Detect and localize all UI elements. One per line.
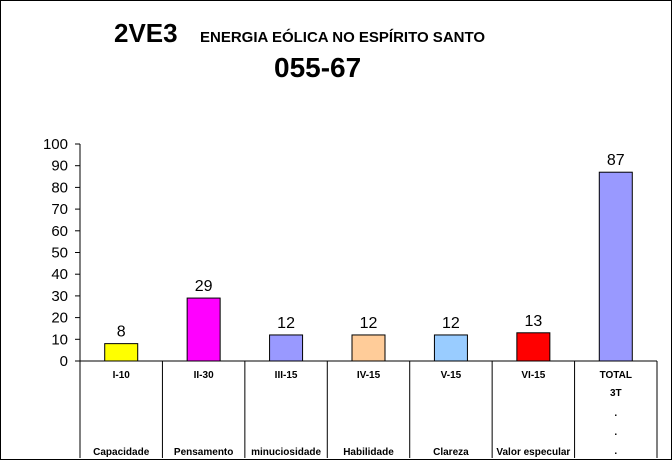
category-label: IV-15 — [357, 370, 381, 381]
y-tick-label: 10 — [51, 331, 68, 348]
bar — [351, 334, 386, 362]
y-tick-label: 30 — [51, 288, 68, 305]
bar-value-label: 87 — [607, 152, 625, 169]
category-sublabel: Clareza — [433, 447, 469, 458]
category-label: I-10 — [113, 370, 131, 381]
y-axis-ticks: 0 10 20 30 40 50 60 70 80 90 100 — [43, 136, 80, 370]
total-dot-mark: . — [614, 427, 617, 438]
y-tick-label: 80 — [51, 179, 68, 196]
total-dot-mark: . — [614, 446, 617, 457]
y-tick-label: 60 — [51, 223, 68, 240]
bar — [269, 334, 304, 362]
bar-value-label: 12 — [442, 315, 460, 332]
bars: 8 29 12 12 12 13 87 — [104, 152, 633, 362]
y-tick-label: 90 — [51, 158, 68, 175]
y-tick-label: 0 — [60, 353, 68, 370]
category-sublabel: Capacidade — [93, 447, 150, 458]
category-label: III-15 — [275, 370, 298, 381]
bar-value-label: 29 — [195, 278, 213, 295]
category-label: VI-15 — [521, 370, 545, 381]
bar-value-label: 8 — [117, 324, 126, 341]
chart-number: 055-67 — [274, 52, 362, 83]
total-dot-mark: . — [614, 408, 617, 419]
category-label: V-15 — [441, 370, 462, 381]
bar — [433, 334, 468, 362]
bar — [186, 297, 221, 362]
bar-value-label: 12 — [360, 315, 378, 332]
y-tick-label: 20 — [51, 310, 68, 327]
category-sublabel: Habilidade — [343, 447, 394, 458]
y-tick-label: 50 — [51, 245, 68, 262]
category-sublabel: Valor especular — [496, 447, 570, 458]
category-label: TOTAL — [600, 370, 632, 381]
bar-value-label: 13 — [524, 313, 542, 330]
category-sublabel: minuciosidade — [251, 447, 321, 458]
bar — [104, 343, 139, 362]
y-tick-label: 100 — [43, 136, 68, 153]
chart-code: 2VE3 — [114, 18, 178, 48]
category-sublabel: 3T — [610, 388, 622, 399]
category-table: I-10 Capacidade II-30 Pensamento III-15 minuc… — [79, 360, 658, 458]
bar — [516, 332, 551, 362]
bar-value-label: 12 — [277, 315, 295, 332]
category-sublabel: Pensamento — [174, 447, 233, 458]
chart-title: ENERGIA EÓLICA NO ESPÍRITO SANTO — [200, 29, 486, 46]
y-tick-label: 70 — [51, 201, 68, 218]
category-label: II-30 — [194, 370, 214, 381]
bar — [598, 171, 633, 362]
y-tick-label: 40 — [51, 266, 68, 283]
